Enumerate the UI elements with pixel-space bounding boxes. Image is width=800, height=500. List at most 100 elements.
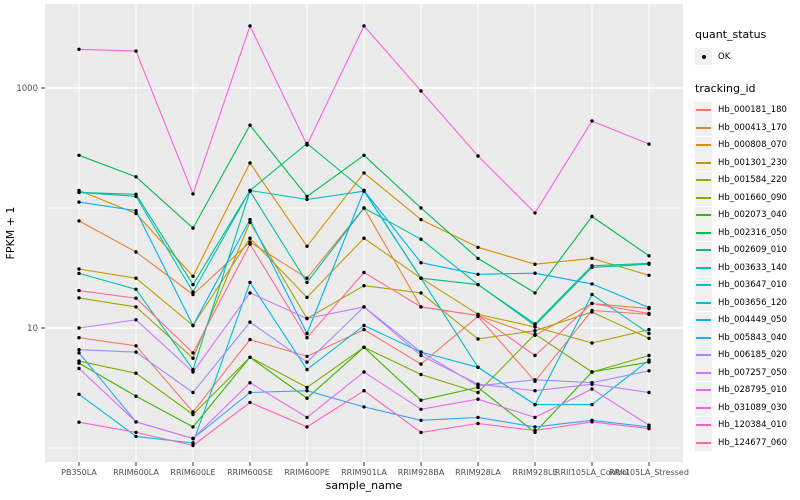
data-point xyxy=(134,318,138,322)
legend-key-line-icon xyxy=(696,441,711,444)
data-point xyxy=(77,296,81,300)
legend-entry-label: Hb_120384_010 xyxy=(718,420,787,431)
data-point xyxy=(590,301,594,306)
legend-entry-label: Hb_007257_050 xyxy=(718,367,787,378)
data-point xyxy=(248,217,252,222)
data-point xyxy=(362,24,366,28)
data-point xyxy=(419,217,423,222)
data-point xyxy=(305,143,309,147)
data-point xyxy=(248,390,252,395)
legend-key xyxy=(695,294,712,312)
data-point xyxy=(419,237,423,241)
data-point xyxy=(248,220,252,224)
data-point xyxy=(191,367,195,372)
data-point xyxy=(77,336,81,340)
data-point xyxy=(134,344,138,348)
legend-entry: Hb_120384_010 xyxy=(695,416,799,435)
legend-entry-label: Hb_003656_120 xyxy=(718,297,787,308)
data-point xyxy=(362,389,366,393)
data-point xyxy=(134,250,138,254)
data-point xyxy=(647,426,651,431)
data-point xyxy=(647,390,651,395)
legend-key xyxy=(695,241,712,259)
data-point xyxy=(191,274,195,278)
legend-key xyxy=(695,364,712,382)
legend-entry-label: Hb_000808_070 xyxy=(718,140,787,151)
data-point xyxy=(590,256,594,261)
data-point xyxy=(419,276,423,280)
data-point xyxy=(419,261,423,265)
legend-key xyxy=(695,399,712,417)
data-point xyxy=(134,209,138,213)
data-point xyxy=(305,331,309,336)
legend-key xyxy=(695,48,712,66)
legend-entry: Hb_005843_040 xyxy=(695,329,799,347)
x-tick-label: RRII105LA_Control xyxy=(555,468,629,477)
legend-key-line-icon xyxy=(696,301,711,304)
legend-key xyxy=(695,416,712,434)
legend-entry: Hb_001660_090 xyxy=(695,189,799,207)
data-point xyxy=(362,206,366,210)
data-point xyxy=(305,336,309,340)
legend-key xyxy=(695,311,712,329)
data-point xyxy=(419,353,423,358)
legend-key xyxy=(695,171,712,189)
data-point xyxy=(191,356,195,360)
legend-key-line-icon xyxy=(696,266,711,269)
data-point xyxy=(419,418,423,422)
legend-entry-label: OK xyxy=(718,51,731,62)
data-point xyxy=(362,284,366,288)
data-point xyxy=(533,291,537,295)
data-point xyxy=(248,242,252,246)
x-tick-label: RRIM901LA xyxy=(341,468,387,477)
legend-entry: Hb_124677_060 xyxy=(695,434,799,452)
data-point xyxy=(134,49,138,53)
data-point xyxy=(362,153,366,157)
data-point xyxy=(77,219,81,223)
data-point xyxy=(134,434,138,439)
data-point xyxy=(248,337,252,342)
legend-key xyxy=(695,154,712,172)
legend-entry: Hb_007257_050 xyxy=(695,364,799,382)
legend-entry: Hb_000808_070 xyxy=(695,136,799,155)
x-tick-label: RRIM928BA xyxy=(398,468,445,477)
data-point xyxy=(362,327,366,332)
data-point xyxy=(248,291,252,295)
legend-entry: Hb_002316_050 xyxy=(695,224,799,242)
legend-entry-label: Hb_028795_010 xyxy=(718,385,787,396)
legend-key xyxy=(695,381,712,399)
data-point xyxy=(647,369,651,373)
data-point xyxy=(590,292,594,297)
data-point xyxy=(362,270,366,275)
data-point xyxy=(248,320,252,324)
data-point xyxy=(134,394,138,398)
legend-key xyxy=(695,329,712,347)
data-point xyxy=(476,421,480,426)
data-point xyxy=(134,194,138,199)
data-point xyxy=(419,305,423,309)
data-point xyxy=(590,265,594,270)
data-point xyxy=(134,211,138,216)
x-tick-label: RRII105LA_Stressed xyxy=(609,468,689,477)
data-point xyxy=(77,392,81,396)
data-point xyxy=(134,276,138,280)
data-point xyxy=(533,262,537,266)
data-point xyxy=(191,370,195,374)
data-point xyxy=(134,296,138,300)
data-point xyxy=(134,175,138,179)
data-point xyxy=(248,400,252,405)
data-point xyxy=(647,142,651,146)
legend-key-line-icon xyxy=(696,354,711,357)
legend-key-line-icon xyxy=(696,196,711,199)
data-point xyxy=(248,24,252,28)
legend-key xyxy=(695,206,712,224)
data-point xyxy=(305,385,309,390)
data-point xyxy=(134,430,138,435)
data-point xyxy=(476,313,480,318)
legend-entry-ok: OK xyxy=(695,48,799,66)
data-point xyxy=(305,316,309,321)
data-point xyxy=(590,214,594,219)
data-point xyxy=(590,282,594,286)
data-point xyxy=(77,288,81,293)
